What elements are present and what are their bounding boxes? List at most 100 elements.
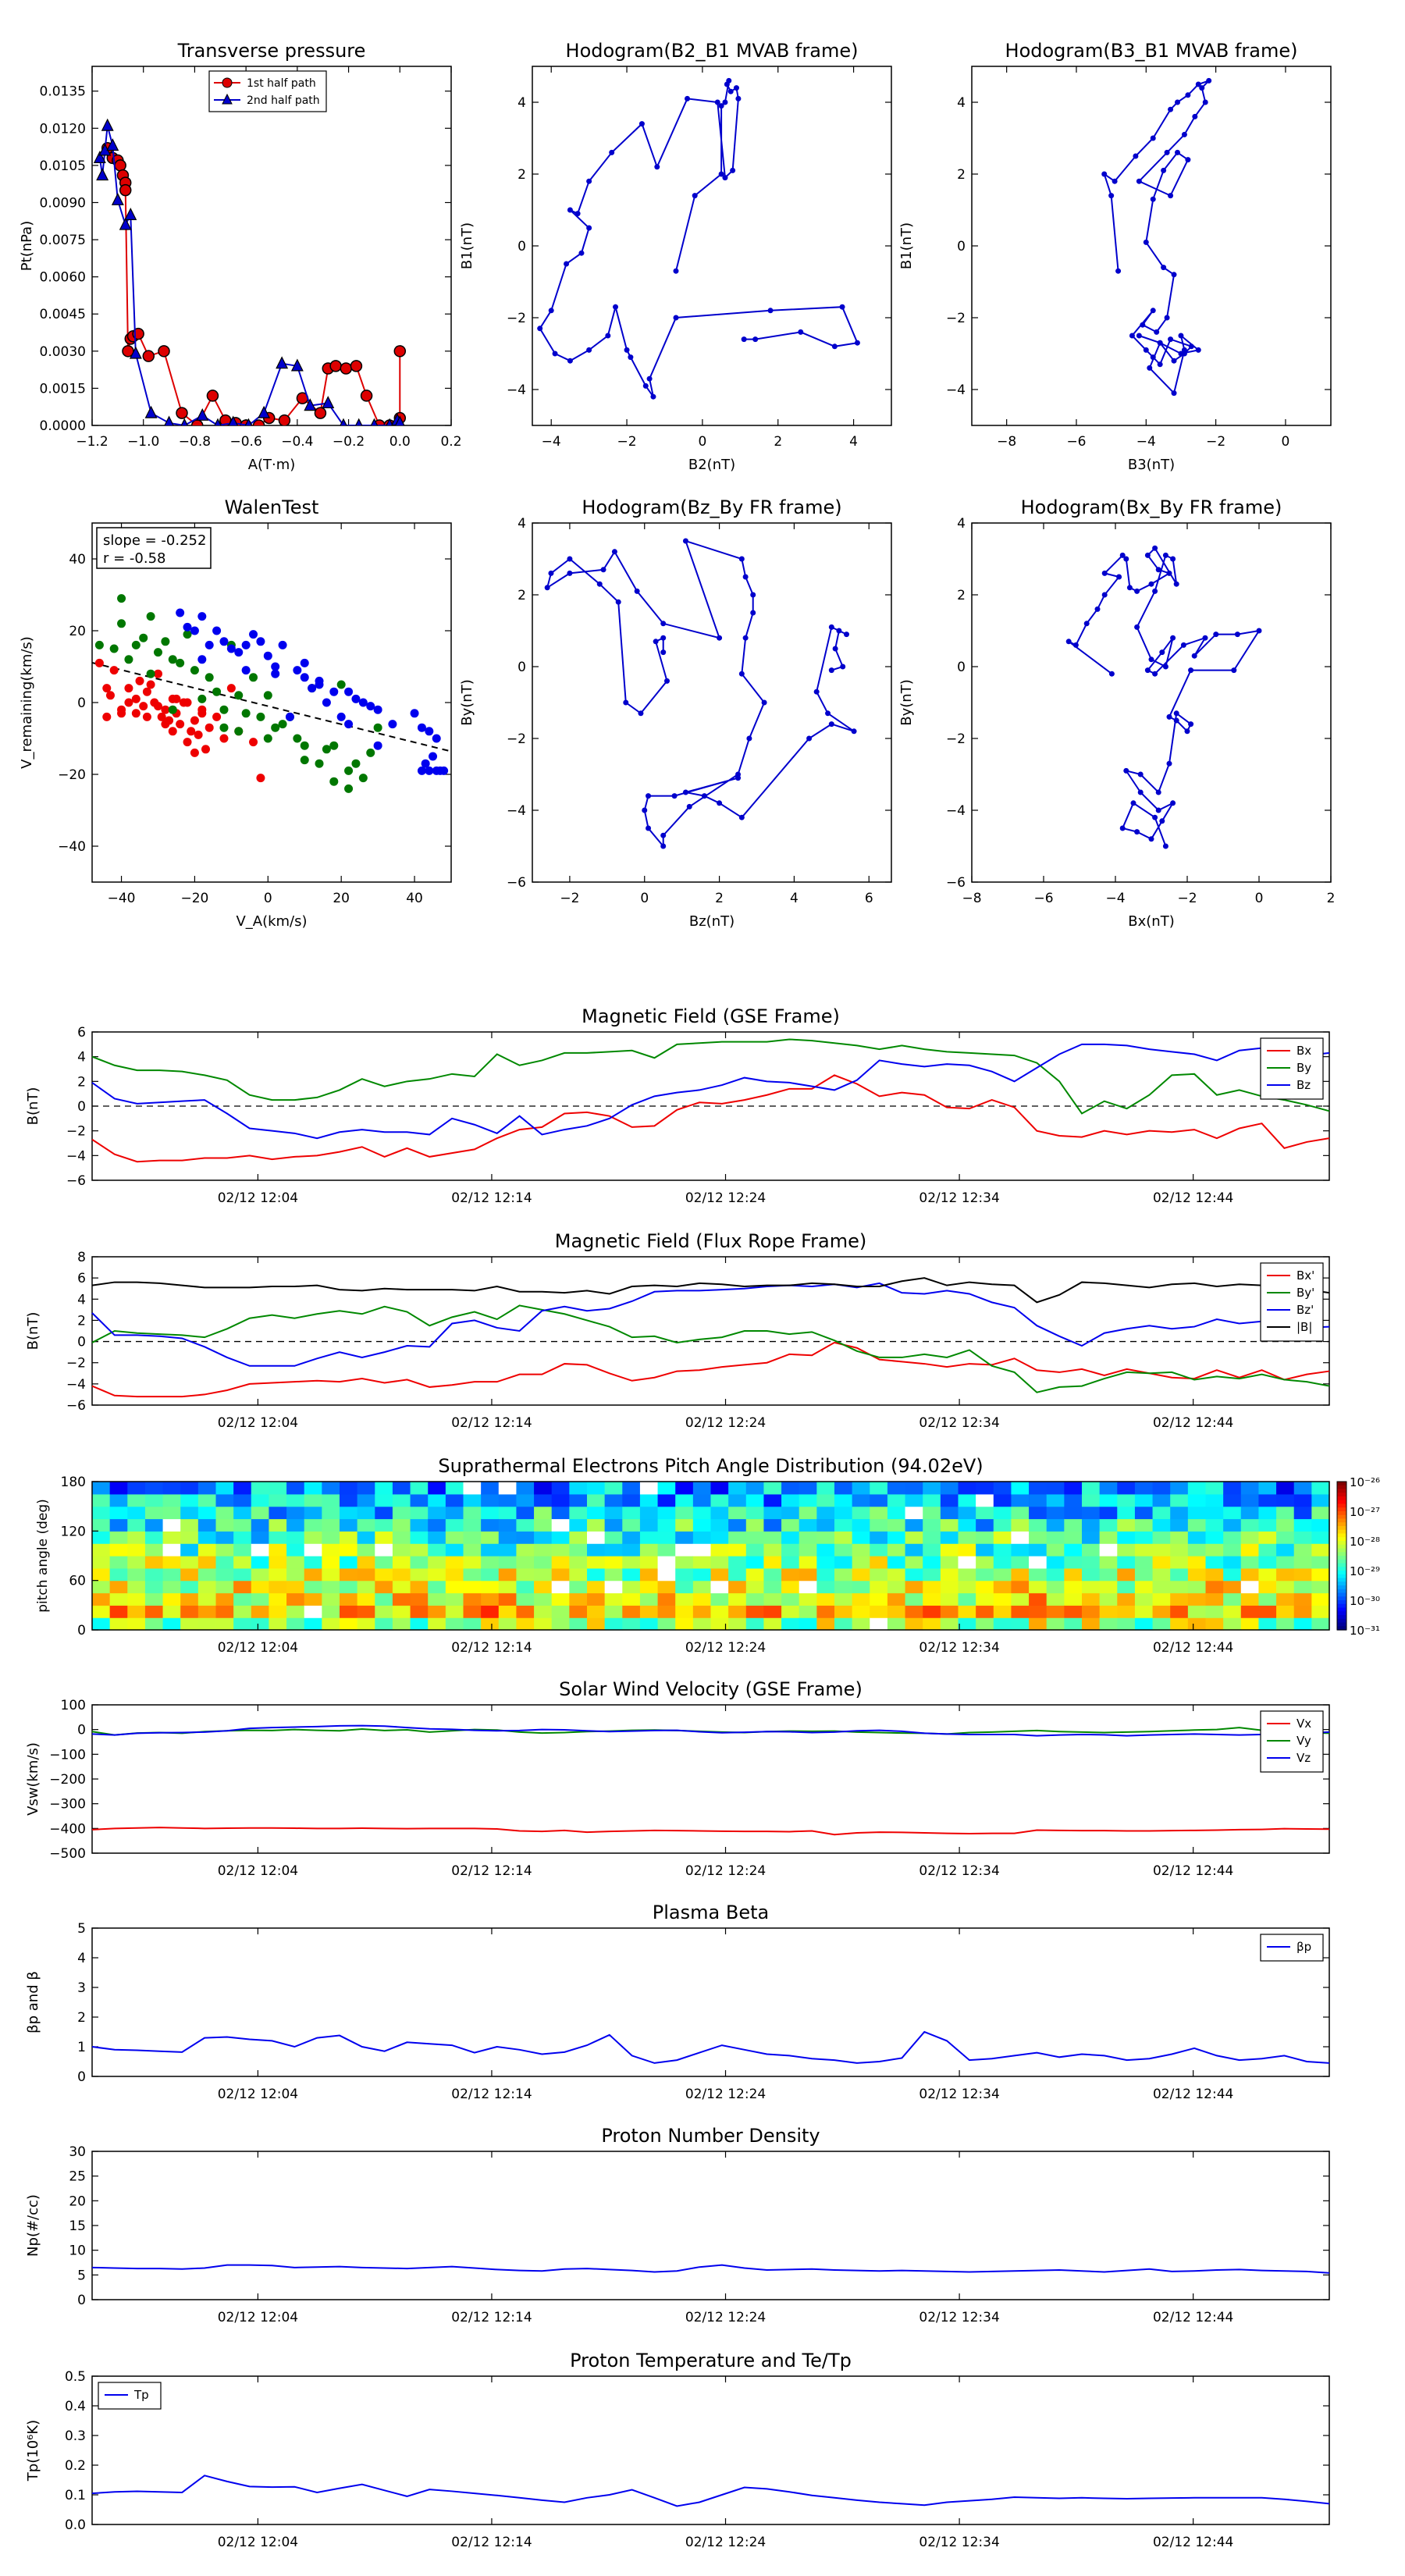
heatmap-cell [215, 1482, 234, 1495]
heatmap-cell [976, 1567, 994, 1582]
heatmap-cell [657, 1556, 676, 1569]
heatmap-cell [657, 1605, 676, 1618]
heatmap-cell [1152, 1482, 1171, 1495]
data-point [1101, 570, 1108, 576]
heatmap-cell [92, 1493, 111, 1507]
colorbar-tick-label: 10⁻²⁷ [1350, 1505, 1380, 1519]
scatter-point [256, 774, 265, 783]
data-point [1108, 193, 1115, 199]
heatmap-cell [1082, 1605, 1101, 1618]
y-axis-label: B1(nT) [459, 222, 475, 269]
heatmap-cell [1152, 1531, 1171, 1544]
heatmap-cell [940, 1567, 959, 1582]
heatmap-cell [180, 1592, 199, 1606]
data-point [685, 95, 691, 101]
data-point [660, 843, 667, 849]
heatmap-cell [905, 1493, 923, 1507]
heatmap-cell [976, 1493, 994, 1507]
heatmap-cell [410, 1592, 429, 1606]
heatmap-cell [357, 1617, 375, 1631]
heatmap-cell [1082, 1543, 1101, 1557]
heatmap-cell [710, 1567, 729, 1582]
heatmap-cell [127, 1531, 146, 1544]
x-tick-label: 0 [1282, 434, 1290, 450]
x-tick-label: −0.8 [179, 434, 211, 450]
heatmap-cell [1240, 1482, 1260, 1495]
heatmap-cell [993, 1592, 1012, 1606]
heatmap-cell [233, 1567, 252, 1582]
heatmap-cell [1276, 1567, 1295, 1582]
heatmap-cell [322, 1482, 340, 1495]
scatter-point [124, 698, 133, 707]
heatmap-cell [692, 1592, 712, 1606]
heatmap-cell [1011, 1482, 1030, 1495]
heatmap-cell [109, 1506, 128, 1520]
y-tick-label: −2 [66, 1356, 86, 1372]
heatmap-cell [410, 1482, 429, 1495]
heatmap-cell [286, 1531, 305, 1544]
heatmap-cell [551, 1543, 570, 1557]
data-point [1168, 106, 1174, 112]
y-tick-label: 30 [69, 2144, 86, 2160]
heatmap-cell [852, 1567, 870, 1582]
y-tick-label: 0 [77, 1723, 86, 1738]
heatmap-cell [551, 1493, 570, 1507]
chart-title: WalenTest [225, 496, 319, 518]
data-point [840, 664, 846, 670]
x-tick-label: 02/12 12:44 [1153, 1640, 1233, 1656]
heatmap-cell [1311, 1493, 1330, 1507]
heatmap-cell [781, 1482, 800, 1495]
y-axis-label: βp and β [25, 1971, 41, 2033]
heatmap-cell [1117, 1543, 1136, 1557]
colorbar-segment [1337, 1493, 1346, 1497]
data-point [717, 800, 723, 806]
heatmap-cell [304, 1556, 322, 1569]
heatmap-cell [1205, 1543, 1224, 1557]
heatmap-cell [516, 1556, 535, 1569]
data-point [1192, 113, 1198, 119]
data-point [623, 699, 629, 706]
heatmap-cell [428, 1543, 446, 1557]
heatmap-cell [1170, 1556, 1189, 1569]
y-tick-label: 20 [69, 624, 86, 639]
heatmap-cell [1223, 1543, 1242, 1557]
y-tick-label: 0.0075 [40, 233, 86, 248]
y-tick-label: 0 [77, 1099, 86, 1115]
heatmap-cell [745, 1592, 765, 1606]
y-axis-label: Np(#/cc) [25, 2194, 41, 2257]
heatmap-cell [1187, 1543, 1207, 1557]
data-point [1181, 131, 1187, 137]
colorbar-segment [1337, 1482, 1346, 1486]
heatmap-cell [923, 1506, 941, 1520]
heatmap-cell [1046, 1482, 1065, 1495]
colorbar-segment [1337, 1522, 1346, 1527]
heatmap-cell [728, 1482, 747, 1495]
data-marker [124, 208, 137, 220]
scatter-point [263, 691, 272, 700]
colorbar-frame [1336, 1481, 1347, 1631]
heatmap-cell [1064, 1617, 1083, 1631]
heatmap-cell [304, 1580, 322, 1594]
heatmap-cell [1293, 1605, 1312, 1618]
heatmap-cell [816, 1543, 835, 1557]
heatmap-cell [233, 1580, 252, 1594]
data-marker [393, 345, 407, 358]
heatmap-cell [127, 1518, 146, 1532]
heatmap-cell [834, 1531, 853, 1544]
scatter-point [358, 698, 368, 707]
heatmap-cell [340, 1580, 358, 1594]
heatmap-cell [551, 1567, 570, 1582]
series-line [546, 539, 855, 849]
heatmap-cell [1134, 1493, 1154, 1507]
legend-label: Tp [133, 2388, 149, 2402]
heatmap-cell [428, 1493, 446, 1507]
colorbar-segment [1337, 1574, 1346, 1579]
heatmap-cell [852, 1482, 870, 1495]
data-point [722, 99, 728, 105]
heatmap-cell [1029, 1556, 1048, 1569]
data-point [1148, 836, 1154, 842]
x-axis-label: V_A(km/s) [236, 913, 307, 930]
scatter-point [373, 705, 382, 714]
heatmap-cell [304, 1617, 322, 1631]
heatmap-cell [905, 1518, 923, 1532]
